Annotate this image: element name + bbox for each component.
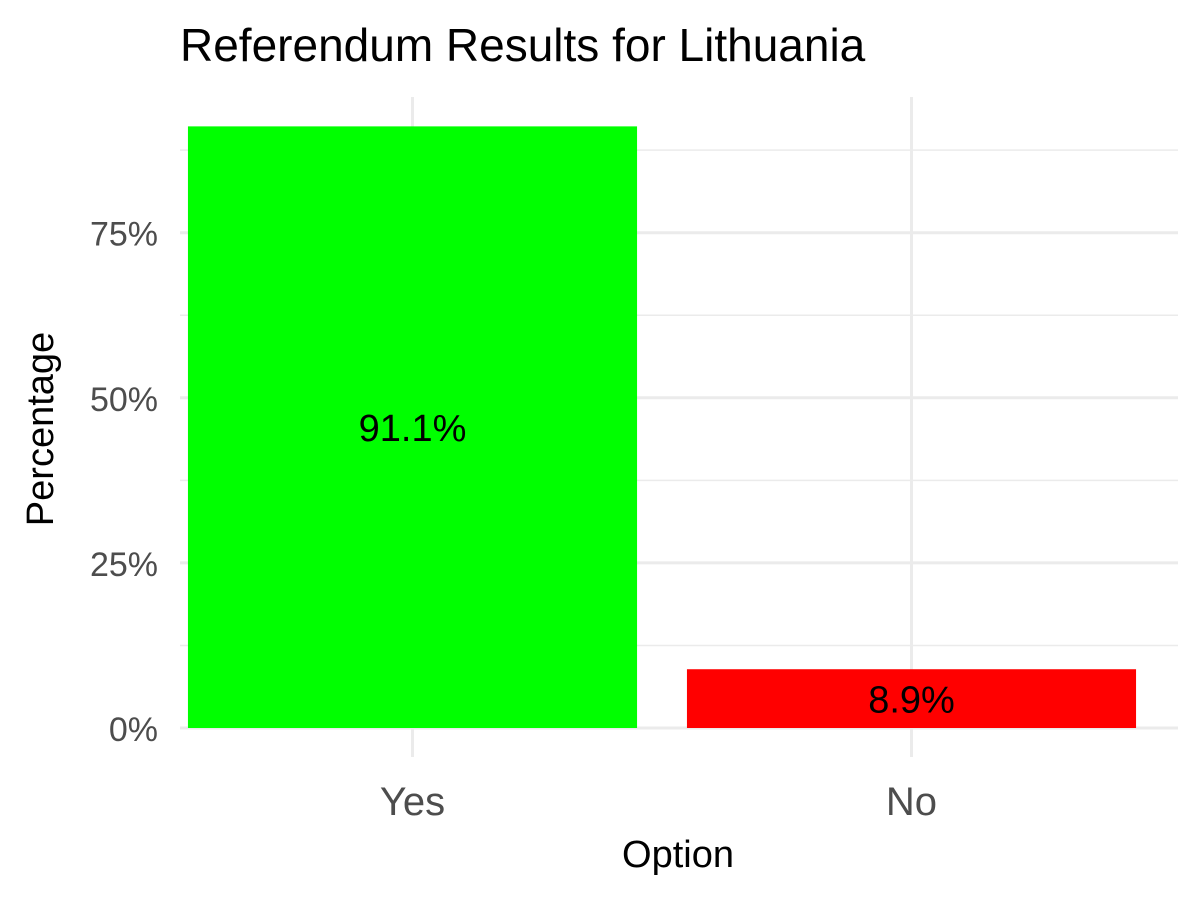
y-axis-title: Percentage [20,332,62,526]
data-label: 91.1% [359,408,467,450]
data-label: 8.9% [868,680,955,722]
y-tick-label: 75% [90,216,158,254]
bar-no [686,669,1137,728]
bar-yes [187,126,638,728]
x-tick-label: Yes [380,780,445,824]
bar-labels: 91.1% 8.9% [359,408,955,721]
y-tick-label: 0% [109,711,158,749]
chart-title: Referendum Results for Lithuania [180,19,866,71]
y-tick-label: 50% [90,381,158,419]
bars [187,126,1137,728]
x-tick-label: No [886,780,937,824]
y-tick-label: 25% [90,546,158,584]
x-axis-title: Option [622,834,734,876]
axes: 0% 25% 50% 75% Yes No [90,216,937,824]
